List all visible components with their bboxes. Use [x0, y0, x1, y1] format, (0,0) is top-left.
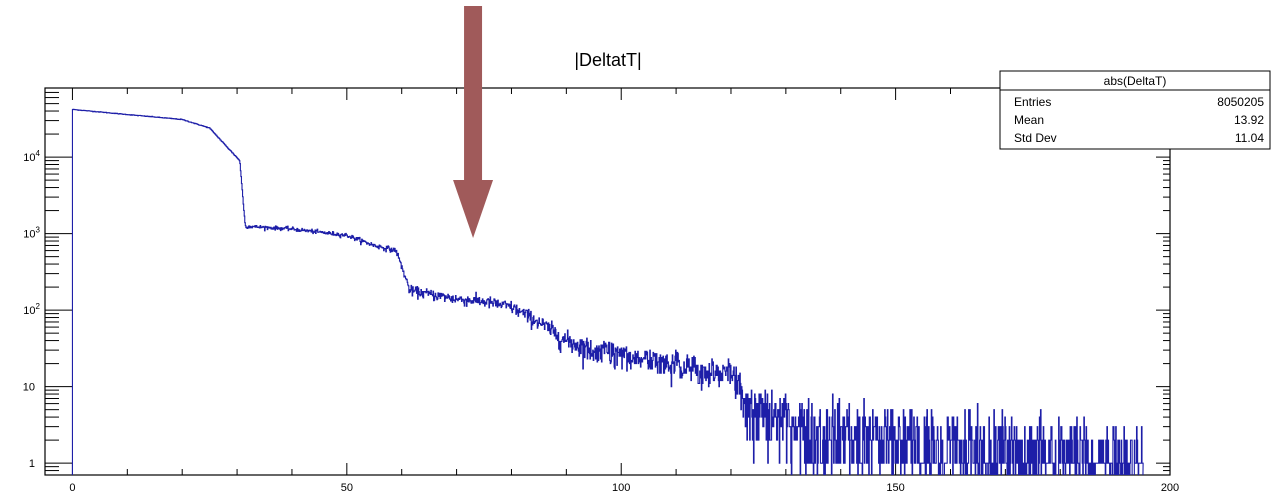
stats-box: abs(DeltaT) Entries 8050205 Mean 13.92 S… — [999, 70, 1271, 150]
x-tick-label: 50 — [341, 482, 353, 494]
x-tick-label: 150 — [886, 482, 904, 494]
histogram-line — [71, 108, 1144, 475]
stats-stddev-value: 11.04 — [1235, 131, 1264, 145]
arrow-head — [453, 180, 494, 238]
stats-entries-label: Entries — [1014, 95, 1051, 109]
x-tick-label: 0 — [69, 482, 75, 494]
y-tick-label: 103 — [23, 226, 40, 241]
x-tick-label: 200 — [1161, 482, 1179, 494]
y-tick-label: 102 — [23, 302, 40, 317]
stats-stddev-label: Std Dev — [1014, 131, 1057, 145]
annotation-arrow — [453, 6, 494, 238]
stats-mean-value: 13.92 — [1234, 113, 1264, 127]
x-tick-label: 100 — [612, 482, 630, 494]
plot-frame — [44, 87, 1171, 476]
y-tick-label: 1 — [29, 458, 35, 470]
x-axis: 0 50 100 150 200 — [69, 88, 1179, 494]
stats-mean-label: Mean — [1014, 113, 1044, 127]
stats-entries-value: 8050205 — [1217, 95, 1264, 109]
y-tick-label: 104 — [23, 149, 40, 164]
chart-title: |DeltatT| — [574, 50, 641, 70]
stats-box-title: abs(DeltaT) — [1104, 74, 1167, 88]
y-tick-label: 10 — [23, 382, 35, 394]
series-histogram — [71, 108, 1144, 475]
y-axis: 1 10 102 103 104 — [23, 87, 1170, 476]
stats-box-frame — [999, 70, 1271, 150]
arrow-shaft — [464, 6, 483, 182]
